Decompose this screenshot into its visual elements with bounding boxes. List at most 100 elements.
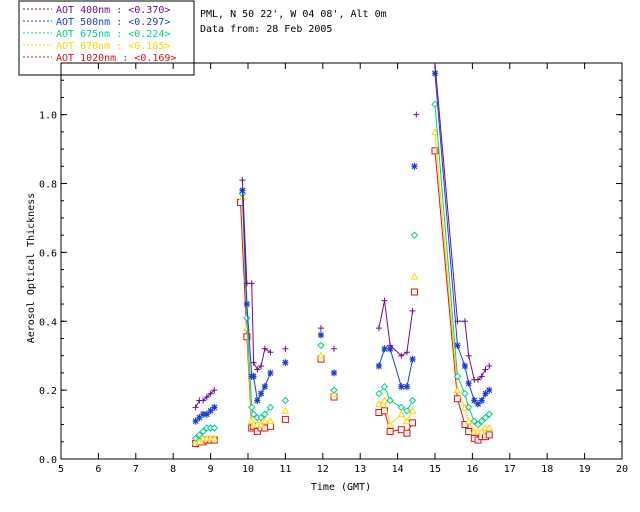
- data-point: [210, 424, 219, 432]
- data-point: [330, 386, 338, 394]
- data-point: [317, 331, 324, 339]
- data-point: [464, 403, 473, 412]
- x-tick-label: 6: [95, 464, 101, 475]
- axes: 5 6 7 8 9 10 11 12 13 14 15 16 17 18 19 20 0.0 0.2 0.4 0.6 0…: [39, 63, 628, 475]
- data-point: [195, 437, 204, 445]
- data-point: [258, 390, 265, 398]
- data-point: [254, 396, 261, 404]
- data-point: [257, 420, 265, 428]
- x-tick-label: 13: [354, 464, 366, 475]
- data-point: [386, 420, 394, 428]
- data-point: [465, 352, 472, 359]
- legend-entry: AOT 870nm : <0.185>: [56, 41, 170, 52]
- data-point: [397, 410, 406, 418]
- data-point: [453, 386, 462, 394]
- data-point: [380, 396, 389, 404]
- data-point: [261, 383, 268, 391]
- data-point: [478, 373, 485, 380]
- data-point: [387, 342, 394, 349]
- data-point: [461, 421, 469, 429]
- data-point: [432, 69, 438, 77]
- legend-entry: AOT 1020nm : <0.169>: [56, 53, 176, 64]
- data-point: [386, 427, 394, 435]
- data-point: [409, 307, 416, 314]
- data-point: [200, 397, 207, 404]
- data-point: [211, 387, 218, 394]
- data-point: [403, 407, 411, 415]
- series-line: [195, 389, 215, 408]
- data-point: [403, 349, 410, 356]
- y-tick-label: 0.4: [39, 317, 57, 328]
- data-point: [260, 417, 269, 425]
- data-point: [243, 314, 251, 322]
- data-point: [282, 345, 289, 352]
- x-tick-label: 19: [579, 464, 591, 475]
- legend: AOT 400nm : <0.370>AOT 500nm : <0.297>AO…: [18, 0, 195, 76]
- series: [192, 62, 493, 411]
- data-point: [248, 280, 255, 287]
- x-tick-label: 14: [392, 464, 404, 475]
- data-point: [375, 389, 383, 398]
- data-point: [375, 362, 382, 370]
- data-point: [266, 417, 275, 425]
- data-point: [250, 359, 257, 366]
- data-point: [409, 355, 416, 363]
- series-layer: [191, 62, 494, 448]
- data-point: [453, 372, 462, 381]
- data-point: [192, 404, 199, 411]
- data-point: [317, 351, 325, 359]
- info-text: PML, N 50 22', W 04 08', Alt 0m Data from…: [200, 9, 387, 35]
- x-tick-label: 17: [504, 464, 516, 475]
- data-point: [475, 400, 482, 408]
- series-line: [241, 180, 271, 371]
- data-point: [431, 147, 439, 155]
- data-point: [471, 396, 478, 404]
- data-point: [210, 434, 219, 442]
- data-point: [410, 288, 418, 296]
- x-tick-label: 15: [429, 464, 441, 475]
- data-point: [410, 272, 419, 280]
- x-tick-label: 9: [208, 464, 214, 475]
- data-point: [375, 399, 383, 407]
- data-point: [477, 427, 486, 435]
- series: [192, 147, 493, 448]
- data-point: [266, 422, 274, 430]
- data-point: [381, 407, 389, 415]
- data-point: [475, 376, 482, 383]
- data-point: [239, 177, 246, 184]
- data-point: [281, 406, 290, 414]
- data-point: [195, 431, 204, 439]
- x-tick-label: 18: [541, 464, 553, 475]
- data-point: [317, 325, 324, 332]
- x-tick-label: 8: [170, 464, 176, 475]
- data-point: [203, 410, 210, 418]
- legend-entry: AOT 400nm : <0.370>: [56, 5, 170, 16]
- data-point: [453, 395, 461, 403]
- data-point: [248, 403, 256, 412]
- data-point: [258, 363, 265, 370]
- data-point: [398, 383, 405, 391]
- data-point: [380, 382, 389, 391]
- series-line: [241, 190, 271, 403]
- data-point: [250, 372, 257, 380]
- series-line: [378, 300, 414, 357]
- data-point: [267, 369, 274, 377]
- info-line: Data from: 28 Feb 2005: [200, 24, 332, 35]
- data-point: [478, 417, 486, 425]
- y-tick-label: 0.6: [39, 248, 57, 259]
- data-point: [267, 349, 274, 356]
- data-point: [386, 396, 394, 405]
- data-point: [461, 362, 468, 370]
- series: [191, 100, 493, 443]
- data-point: [410, 231, 419, 239]
- x-tick-label: 12: [317, 464, 329, 475]
- data-point: [486, 386, 493, 394]
- data-point: [465, 427, 473, 435]
- plot-area-frame: [60, 62, 623, 460]
- data-point: [266, 403, 275, 412]
- data-point: [331, 345, 338, 352]
- data-point: [282, 359, 289, 367]
- data-point: [211, 403, 218, 411]
- data-point: [397, 403, 406, 412]
- data-point: [408, 396, 417, 405]
